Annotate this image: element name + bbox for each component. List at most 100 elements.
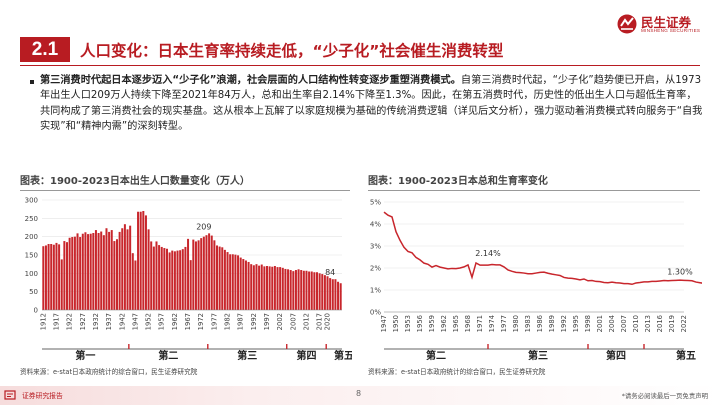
x-tick-label: 1947 — [131, 313, 139, 330]
era-label: 第三 — [528, 349, 548, 362]
x-tick-label: 2017 — [316, 313, 324, 330]
birth-bar — [323, 275, 326, 310]
era-label: 第五 — [334, 349, 352, 362]
birth-bar — [229, 254, 232, 310]
birth-bar — [87, 234, 90, 310]
footer-disclaimer: *请务必阅读最后一页免责声明 — [621, 392, 708, 400]
x-tick-label: 1927 — [79, 313, 87, 330]
birth-bar — [200, 238, 203, 310]
birth-bar — [284, 268, 287, 310]
birth-bar — [202, 236, 205, 310]
birth-bar — [247, 261, 250, 310]
x-tick-label: 2012 — [302, 313, 310, 330]
birth-bar — [110, 230, 113, 310]
x-tick-label: 1956 — [416, 315, 424, 332]
birth-bar — [100, 231, 103, 310]
birth-bar — [292, 271, 295, 310]
y-tick-label: 100 — [25, 270, 38, 278]
birth-bar — [255, 264, 258, 310]
birth-bar — [223, 249, 226, 310]
birth-bar — [321, 274, 324, 310]
birth-bar — [189, 260, 192, 310]
x-tick-label: 2007 — [620, 315, 628, 332]
birth-bar — [76, 233, 79, 310]
x-tick-label: 1967 — [184, 313, 192, 330]
bullet-square-icon — [30, 80, 34, 84]
birth-bar — [263, 266, 266, 310]
x-tick-label: 1957 — [158, 313, 166, 330]
birth-bar — [63, 241, 66, 310]
y-tick-label: 300 — [25, 197, 38, 205]
footer-report-label: 证券研究报告 — [22, 392, 63, 400]
fertility-chart-divider — [368, 190, 700, 191]
birth-bar — [339, 283, 342, 310]
x-tick-label: 1971 — [476, 315, 484, 332]
x-tick-label: 1947 — [380, 315, 388, 332]
birth-bar — [142, 211, 145, 310]
footer-band — [0, 386, 720, 405]
y-tick-label: 2% — [370, 265, 381, 273]
birth-bar — [102, 235, 105, 310]
x-tick-label: 1942 — [118, 313, 126, 330]
birth-bar — [331, 279, 334, 310]
birth-bar — [250, 264, 253, 310]
x-tick-label: 1986 — [536, 315, 544, 332]
x-tick-label: 1977 — [500, 315, 508, 332]
x-tick-label: 2016 — [656, 315, 664, 332]
y-tick-label: 5% — [370, 199, 381, 207]
birth-bar — [42, 246, 45, 310]
birth-bar — [297, 269, 300, 310]
birth-bar — [305, 270, 308, 310]
birth-bar — [60, 259, 63, 310]
birth-bar — [160, 246, 163, 310]
x-tick-label: 1995 — [572, 315, 580, 332]
birth-bar — [129, 225, 132, 310]
birth-bar — [184, 246, 187, 310]
birth-bar — [252, 265, 255, 310]
birth-bar — [166, 248, 168, 310]
birth-bar — [310, 271, 313, 310]
x-tick-label: 1950 — [392, 315, 400, 332]
birth-bar — [139, 211, 142, 310]
section-number-badge: 2.1 — [20, 37, 70, 62]
x-tick-label: 2002 — [276, 313, 284, 330]
x-tick-label: 2010 — [632, 315, 640, 332]
birth-bar — [118, 231, 121, 310]
birth-bar — [144, 215, 147, 310]
birth-bar — [239, 257, 242, 310]
birth-bar — [268, 266, 271, 310]
birth-bar — [150, 241, 153, 310]
birth-bar — [123, 224, 126, 310]
era-label: 第五 — [676, 349, 696, 362]
birth-bar — [234, 254, 237, 310]
y-tick-label: 4% — [370, 221, 381, 229]
x-tick-label: 1992 — [250, 313, 258, 330]
birth-bar — [52, 244, 55, 310]
x-tick-label: 1972 — [197, 313, 205, 330]
birth-bar — [66, 242, 68, 310]
birth-bar — [326, 276, 329, 310]
births-bar-chart: 0 50 100 150 200 250 300 1912 1917 1922 1927 1932 19… — [25, 197, 352, 363]
birth-bar — [300, 270, 303, 310]
birth-bar — [92, 233, 95, 310]
birth-bar — [47, 244, 50, 310]
x-tick-label: 1953 — [404, 315, 412, 332]
birth-bar — [116, 239, 118, 310]
page-title: 人口变化：日本生育率持续走低，“少子化”社会催生消费转型 — [80, 42, 504, 60]
birth-bar — [113, 241, 116, 310]
x-tick-label: 1962 — [171, 313, 179, 330]
birth-bar — [218, 246, 221, 310]
birth-bar — [147, 229, 150, 310]
x-tick-label: 2013 — [644, 315, 652, 332]
birth-bar — [208, 233, 211, 310]
birth-bar — [271, 266, 274, 310]
x-tick-label: 1917 — [52, 313, 60, 330]
x-tick-label: 1982 — [224, 313, 232, 330]
data-label: 2.14% — [475, 249, 501, 258]
x-tick-label: 1912 — [39, 313, 47, 330]
birth-bar — [302, 270, 305, 310]
fertility-series-line — [383, 211, 702, 286]
x-tick-label: 1977 — [210, 313, 218, 330]
y-tick-label: 1% — [370, 287, 381, 295]
birth-bar — [173, 251, 176, 310]
